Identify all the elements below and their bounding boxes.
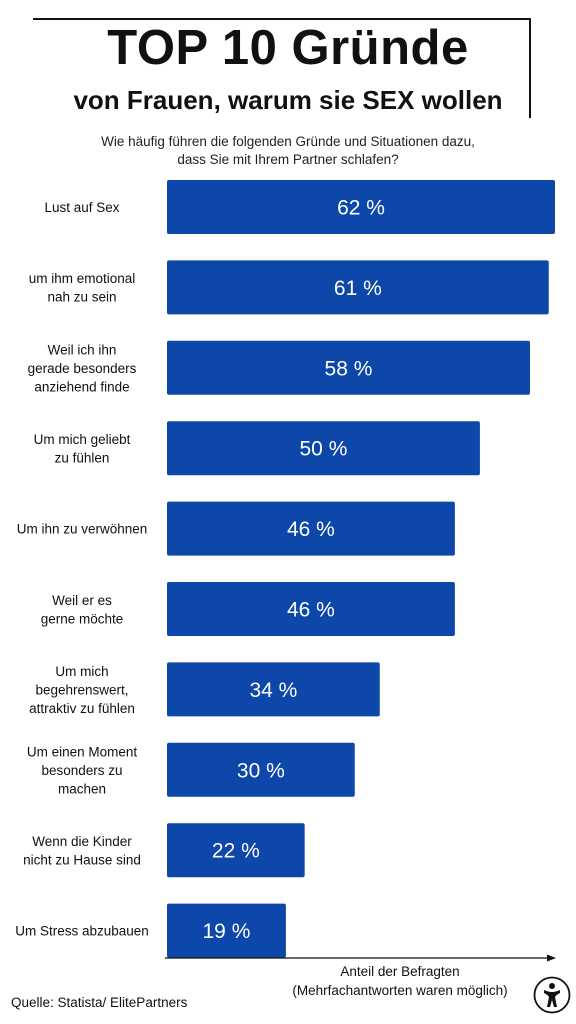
survey-question-line-2: dass Sie mit Ihrem Partner schlafen?	[177, 152, 399, 167]
page-title: TOP 10 Gründe	[107, 21, 469, 75]
bar-7	[167, 662, 380, 717]
bar-8	[167, 742, 355, 797]
survey-question-line-1: Wie häufig führen die folgenden Gründe u…	[101, 134, 475, 149]
category-label-line: Um ihn zu verwöhnen	[17, 522, 148, 537]
category-label-3: Weil ich ihn gerade besonders anziehend fi…	[28, 342, 137, 394]
category-label-7: Um mich begehrenswert, attraktiv zu fühlen	[29, 664, 135, 716]
x-axis-title-line-2: (Mehrfachantworten waren möglich)	[292, 983, 508, 998]
x-axis-title: Anteil der Befragten (Mehrfachantworten …	[250, 962, 550, 1000]
bar-value-label-6: 46 %	[287, 599, 335, 622]
title-frame	[33, 18, 531, 118]
category-label-line: Um mich	[55, 664, 108, 679]
bars-layer: 62 % Lust auf Sex 61 % um ihm emotional nah …	[15, 180, 555, 958]
category-label-line: begehrenswert,	[35, 682, 128, 697]
bar-value-label-4: 50 %	[300, 438, 348, 461]
category-label-4: Um mich geliebt zu fühlen	[34, 432, 131, 466]
x-axis-arrow-icon	[547, 954, 556, 962]
bar-4	[167, 421, 480, 476]
bar-value-label-7: 34 %	[249, 679, 297, 702]
bar-value-label-8: 30 %	[237, 759, 285, 782]
category-label-line: Weil er es	[52, 593, 112, 608]
category-label-1: Lust auf Sex	[44, 200, 119, 215]
category-label-line: besonders zu	[41, 763, 122, 778]
bar-5	[167, 501, 455, 556]
bar-2	[167, 260, 549, 315]
category-label-line: Wenn die Kinder	[32, 834, 132, 849]
page-subtitle: von Frauen, warum sie SEX wollen	[73, 85, 503, 115]
category-label-line: Um mich geliebt	[34, 432, 131, 447]
bar-10	[167, 903, 286, 958]
category-label-line: machen	[58, 781, 106, 796]
category-label-line: Um Stress abzubauen	[15, 924, 149, 939]
category-label-line: attraktiv zu fühlen	[29, 701, 135, 716]
category-label-line: Weil ich ihn	[48, 342, 117, 357]
bar-value-label-1: 62 %	[337, 197, 385, 220]
bar-6	[167, 582, 455, 636]
bar-3	[167, 340, 530, 395]
bar-value-label-3: 58 %	[325, 357, 373, 380]
source-note: Quelle: Statista/ ElitePartners	[11, 995, 188, 1010]
category-label-line: Lust auf Sex	[44, 200, 119, 215]
category-label-9: Wenn die Kinder nicht zu Hause sind	[23, 834, 141, 868]
category-label-8: Um einen Moment besonders zu machen	[27, 744, 138, 796]
bar-value-label-5: 46 %	[287, 518, 335, 541]
survey-question: Wie häufig führen die folgenden Gründe u…	[60, 133, 516, 169]
category-label-line: um ihm emotional	[29, 271, 136, 286]
category-label-line: anziehend finde	[34, 379, 129, 394]
category-label-line: gerne möchte	[41, 611, 124, 626]
category-label-10: Um Stress abzubauen	[15, 924, 149, 939]
category-label-2: um ihm emotional nah zu sein	[29, 271, 136, 305]
bar-value-label-9: 22 %	[212, 840, 260, 863]
category-label-line: Um einen Moment	[27, 744, 138, 759]
bar-9	[167, 823, 305, 878]
category-label-line: nah zu sein	[47, 290, 116, 305]
category-label-line: gerade besonders	[28, 361, 137, 376]
category-label-line: nicht zu Hause sind	[23, 852, 141, 867]
bar-value-label-2: 61 %	[334, 277, 382, 300]
bar-1	[167, 180, 555, 234]
category-label-line: zu fühlen	[55, 450, 110, 465]
category-label-5: Um ihn zu verwöhnen	[17, 522, 148, 537]
x-axis-title-line-1: Anteil der Befragten	[340, 964, 460, 979]
brand-logo-icon	[533, 976, 571, 1014]
bar-value-label-10: 19 %	[203, 920, 251, 943]
category-label-6: Weil er es gerne möchte	[41, 593, 124, 627]
